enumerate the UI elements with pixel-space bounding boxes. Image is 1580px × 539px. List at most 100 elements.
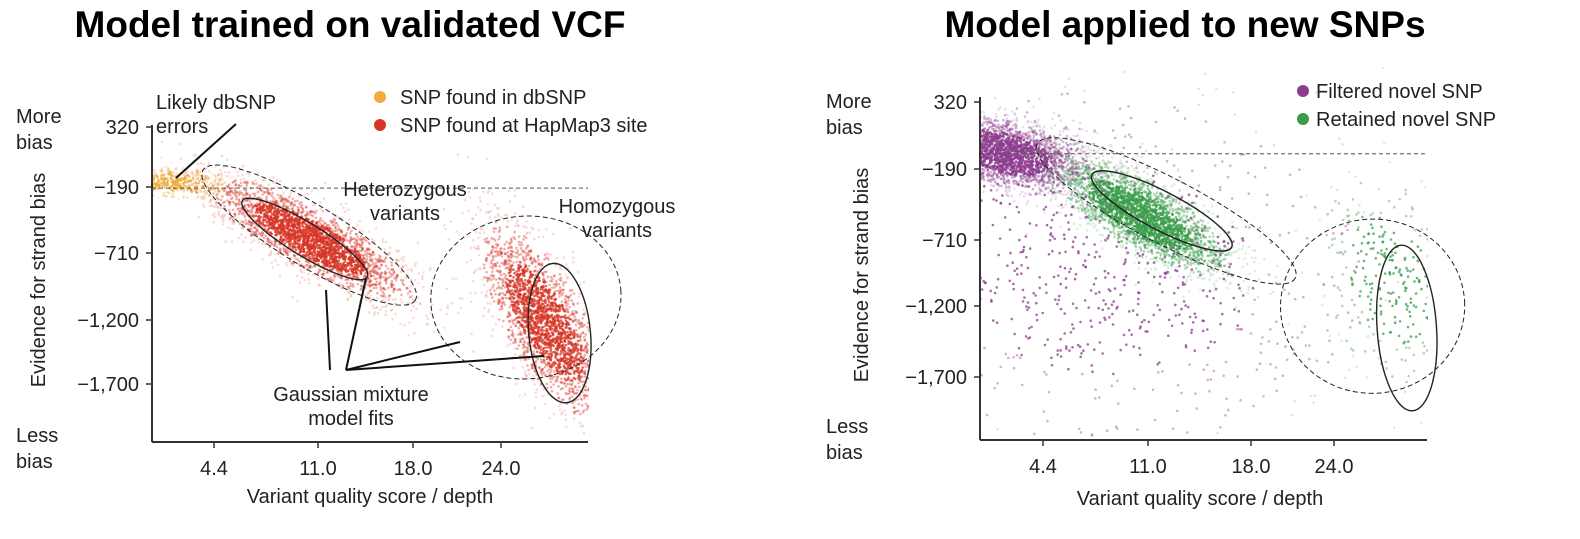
data-point [161,184,164,188]
data-point [467,209,471,213]
data-point [579,421,582,425]
data-point [185,196,189,199]
data-point [281,197,284,200]
data-point [226,186,230,189]
data-point [595,367,598,370]
data-point [262,236,266,240]
data-point [238,210,242,213]
data-point [227,192,231,195]
data-point [390,261,393,264]
data-point [365,249,368,252]
data-point [375,272,379,276]
data-point [347,208,350,212]
data-point [178,182,181,186]
data-point [596,426,599,429]
data-point [331,260,334,264]
data-point [327,277,330,281]
data-point [231,220,234,223]
data-point [397,259,401,262]
data-point [523,345,526,349]
data-point [318,219,322,222]
data-point [181,167,184,170]
data-point [549,345,553,348]
data-point [349,235,353,239]
data-point [596,379,599,382]
data-point [313,258,316,261]
data-point [594,330,597,333]
data-point [359,271,363,275]
data-point [567,327,570,330]
data-point [337,237,340,240]
data-point [597,401,600,404]
data-point [370,274,373,278]
data-point [496,299,500,303]
data-point [476,205,480,209]
data-point [347,273,351,277]
data-point [600,311,603,314]
data-point [439,308,443,312]
data-point [513,224,517,228]
data-point [550,286,554,290]
data-point [598,433,601,436]
data-point [315,243,319,246]
data-point [284,204,287,208]
data-point [343,210,347,213]
data-point [545,363,549,366]
data-point [616,388,619,391]
data-point [270,226,273,229]
data-point [503,247,506,251]
data-point [293,254,296,257]
data-point [566,296,569,299]
data-point [216,182,220,186]
data-point [218,190,222,193]
data-point [357,253,361,256]
data-point [516,347,519,351]
data-point [113,201,116,204]
data-point [220,183,224,186]
data-point [296,222,299,225]
data-point [553,315,556,318]
data-point [389,309,393,312]
data-point [314,222,318,225]
data-point [223,214,227,218]
data-point [172,180,176,184]
data-point [203,178,207,182]
data-point [361,247,364,250]
data-point [519,340,522,344]
data-point [208,188,212,192]
data-point [297,208,300,211]
data-point [480,291,484,295]
data-point [401,279,405,282]
data-point [546,304,549,308]
data-point [322,197,326,200]
data-point [258,184,261,187]
chart-title-right: Model applied to new SNPs [944,4,1426,45]
data-point [227,201,231,204]
data-point [491,270,494,274]
data-point [246,186,250,190]
data-point [591,413,594,416]
data-point [279,235,283,238]
data-point [591,402,594,405]
data-point [180,176,183,180]
data-point [382,286,386,290]
data-point [575,358,579,362]
data-point [364,260,367,264]
data-point [290,207,294,211]
data-point [580,404,584,407]
data-point [573,364,576,367]
data-point [323,244,327,248]
data-point [584,365,587,369]
data-point [241,211,245,214]
data-point [525,257,528,261]
data-point [273,240,277,243]
data-point [522,331,525,335]
data-point [355,233,358,236]
data-point [142,188,145,191]
data-point [332,278,335,282]
data-point [280,199,283,202]
data-point [313,254,316,257]
data-point [276,263,280,267]
data-point [291,262,295,266]
data-point [491,315,495,318]
